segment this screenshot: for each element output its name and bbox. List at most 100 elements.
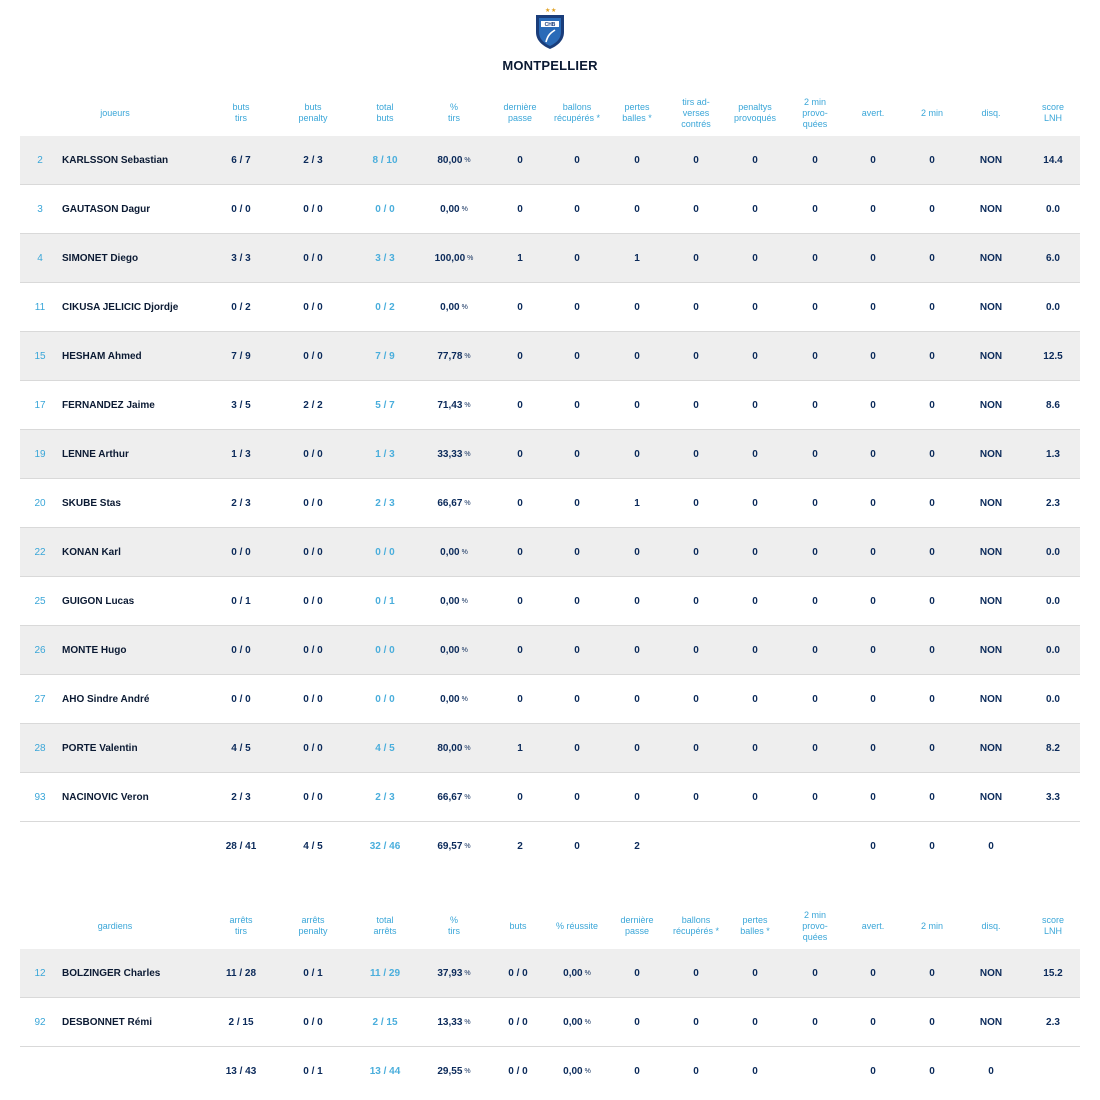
stat-buts_tirs: 1 / 3 bbox=[212, 430, 270, 479]
stat-ballons-value: 0 bbox=[574, 694, 580, 705]
table-row[interactable]: 15 HESHAM Ahmed 7 / 9 0 / 0 7 / 9 77,78% 0 0 0 0 0… bbox=[20, 332, 1080, 381]
stat-total_buts: 3 / 3 bbox=[356, 234, 414, 283]
goalkeepers-header-label: balles * bbox=[740, 926, 770, 936]
stat-score: 0.0 bbox=[1024, 185, 1082, 234]
stat-buts_tirs-value: 0 / 2 bbox=[231, 302, 251, 313]
stat-avert: 0 bbox=[844, 136, 902, 185]
stat-avert: 0 bbox=[844, 283, 902, 332]
stat-pct: 0,00% bbox=[425, 283, 483, 332]
stat-buts_penalty: 2 / 3 bbox=[284, 136, 342, 185]
player-name: HESHAM Ahmed bbox=[62, 332, 202, 381]
stat-avert-value: 0 bbox=[870, 351, 876, 362]
total-buts_penalty: 4 / 5 bbox=[284, 822, 342, 871]
stat-ballons-value: 0 bbox=[574, 351, 580, 362]
player-name-value: SKUBE Stas bbox=[62, 498, 121, 509]
total-reussite-value: 0,00 bbox=[563, 1066, 583, 1077]
stat-pertes: 0 bbox=[608, 577, 666, 626]
stat-buts_penalty: 2 / 2 bbox=[284, 381, 342, 430]
stat-buts_tirs: 4 / 5 bbox=[212, 724, 270, 773]
table-row[interactable]: 26 MONTE Hugo 0 / 0 0 / 0 0 / 0 0,00% 0 0 0 0 0 0 0 0… bbox=[20, 626, 1080, 675]
stat-ballons-value: 0 bbox=[574, 743, 580, 754]
player-number: 20 bbox=[20, 479, 60, 528]
stat-ballons-value: 0 bbox=[574, 645, 580, 656]
stat-pct-value: 66,67 bbox=[437, 792, 463, 803]
stat-buts_penalty-value: 0 / 0 bbox=[303, 792, 323, 803]
percent-sign: % bbox=[464, 157, 471, 164]
stat-derniere_passe: 0 bbox=[491, 136, 549, 185]
total-buts_tirs-value: 28 / 41 bbox=[225, 841, 257, 852]
stat-derniere_passe-value: 1 bbox=[517, 743, 523, 754]
stat-buts_penalty-value: 0 / 0 bbox=[303, 253, 323, 264]
stat-score: 1.3 bbox=[1024, 430, 1082, 479]
table-row[interactable]: 93 NACINOVIC Veron 2 / 3 0 / 0 2 / 3 66,67% 0 0… bbox=[20, 773, 1080, 822]
players-header-label: avert. bbox=[861, 107, 885, 118]
total-buts_penalty-value: 4 / 5 bbox=[303, 841, 323, 852]
stat-arrets_tirs: 11 / 28 bbox=[212, 949, 270, 998]
stat-buts_penalty: 0 / 0 bbox=[284, 283, 342, 332]
players-header-cell: avert. bbox=[844, 90, 902, 136]
stat-score: 14.4 bbox=[1024, 136, 1082, 185]
stat-total_buts-value: 7 / 9 bbox=[375, 351, 395, 362]
stat-deux_min: 0 bbox=[903, 479, 961, 528]
stat-tirs_contres: 0 bbox=[667, 185, 725, 234]
goalkeepers-header-cell: buts bbox=[489, 903, 547, 949]
player-number: 26 bbox=[20, 626, 60, 675]
stat-pct: 0,00% bbox=[425, 185, 483, 234]
table-row[interactable]: 19 LENNE Arthur 1 / 3 0 / 0 1 / 3 33,33% 0 0 0 0 0… bbox=[20, 430, 1080, 479]
stat-arrets_penalty: 0 / 1 bbox=[284, 949, 342, 998]
table-row[interactable]: 2 KARLSSON Sebastian 6 / 7 2 / 3 8 / 10 80,00… bbox=[20, 136, 1080, 185]
stat-buts_tirs: 0 / 0 bbox=[212, 675, 270, 724]
stat-buts-value: 0 / 0 bbox=[508, 1017, 528, 1028]
stat-pertes: 0 bbox=[726, 949, 784, 998]
player-number-value: 11 bbox=[34, 302, 46, 313]
stat-buts_tirs: 2 / 3 bbox=[212, 773, 270, 822]
stat-score-value: 0.0 bbox=[1046, 694, 1060, 705]
goalkeepers-header-label: 2 min bbox=[920, 920, 943, 931]
stat-ballons: 0 bbox=[548, 479, 606, 528]
table-row[interactable]: 20 SKUBE Stas 2 / 3 0 / 0 2 / 3 66,67% 0 0 1 0 0 0 0… bbox=[20, 479, 1080, 528]
stat-pct-value: 80,00 bbox=[437, 743, 463, 754]
table-row[interactable]: 12 BOLZINGER Charles 11 / 28 0 / 1 11 / 29 37… bbox=[20, 949, 1080, 998]
total-ballons-value: 0 bbox=[693, 1066, 699, 1077]
stat-buts_penalty-value: 0 / 0 bbox=[303, 449, 323, 460]
stat-pct: 77,78% bbox=[425, 332, 483, 381]
table-row[interactable]: 17 FERNANDEZ Jaime 3 / 5 2 / 2 5 / 7 71,43% 0 0… bbox=[20, 381, 1080, 430]
table-row[interactable]: 22 KONAN Karl 0 / 0 0 / 0 0 / 0 0,00% 0 0 0 0 0 0 0 0… bbox=[20, 528, 1080, 577]
stat-tirs_contres-value: 0 bbox=[693, 400, 699, 411]
stat-ballons: 0 bbox=[548, 381, 606, 430]
table-row[interactable]: 28 PORTE Valentin 4 / 5 0 / 0 4 / 5 80,00% 1 0 0… bbox=[20, 724, 1080, 773]
stat-deux_min_prov: 0 bbox=[786, 675, 844, 724]
stat-buts_tirs-value: 1 / 3 bbox=[231, 449, 251, 460]
goalkeepers-header-cell: % tirs bbox=[425, 903, 483, 949]
stat-ballons-value: 0 bbox=[574, 155, 580, 166]
percent-sign: % bbox=[584, 970, 591, 977]
stat-tirs_contres: 0 bbox=[667, 283, 725, 332]
table-row[interactable]: 3 GAUTASON Dagur 0 / 0 0 / 0 0 / 0 0,00% 0 0 0 0 0… bbox=[20, 185, 1080, 234]
players-table: joueurs buts tirs buts penalty total buts% tirs… bbox=[20, 90, 1080, 871]
table-row[interactable]: 11 CIKUSA JELICIC Djordje 0 / 2 0 / 0 0 / 2 0… bbox=[20, 283, 1080, 332]
table-row[interactable]: 27 AHO Sindre André 0 / 0 0 / 0 0 / 0 0,00% 0 0… bbox=[20, 675, 1080, 724]
stat-score-value: 2.3 bbox=[1046, 1017, 1060, 1028]
stat-total_buts: 2 / 3 bbox=[356, 479, 414, 528]
stat-avert: 0 bbox=[844, 332, 902, 381]
stat-deux_min_prov: 0 bbox=[786, 234, 844, 283]
table-row[interactable]: 25 GUIGON Lucas 0 / 1 0 / 0 0 / 1 0,00% 0 0 0 0 0 0… bbox=[20, 577, 1080, 626]
stat-tirs_contres-value: 0 bbox=[693, 792, 699, 803]
stat-disq: NON bbox=[962, 626, 1020, 675]
stat-avert-value: 0 bbox=[870, 400, 876, 411]
player-number-value: 19 bbox=[34, 449, 46, 460]
stat-deux_min-value: 0 bbox=[929, 302, 935, 313]
stat-score-value: 6.0 bbox=[1046, 253, 1060, 264]
stat-total_arrets: 2 / 15 bbox=[356, 998, 414, 1047]
players-header-label: LNH bbox=[1043, 113, 1062, 123]
stat-penaltys: 0 bbox=[726, 626, 784, 675]
stat-score: 0.0 bbox=[1024, 528, 1082, 577]
stat-derniere_passe: 0 bbox=[608, 998, 666, 1047]
stat-penaltys: 0 bbox=[726, 724, 784, 773]
stat-total_buts: 0 / 2 bbox=[356, 283, 414, 332]
stat-disq: NON bbox=[962, 136, 1020, 185]
stat-total_buts: 0 / 0 bbox=[356, 626, 414, 675]
stat-buts_penalty-value: 0 / 0 bbox=[303, 596, 323, 607]
